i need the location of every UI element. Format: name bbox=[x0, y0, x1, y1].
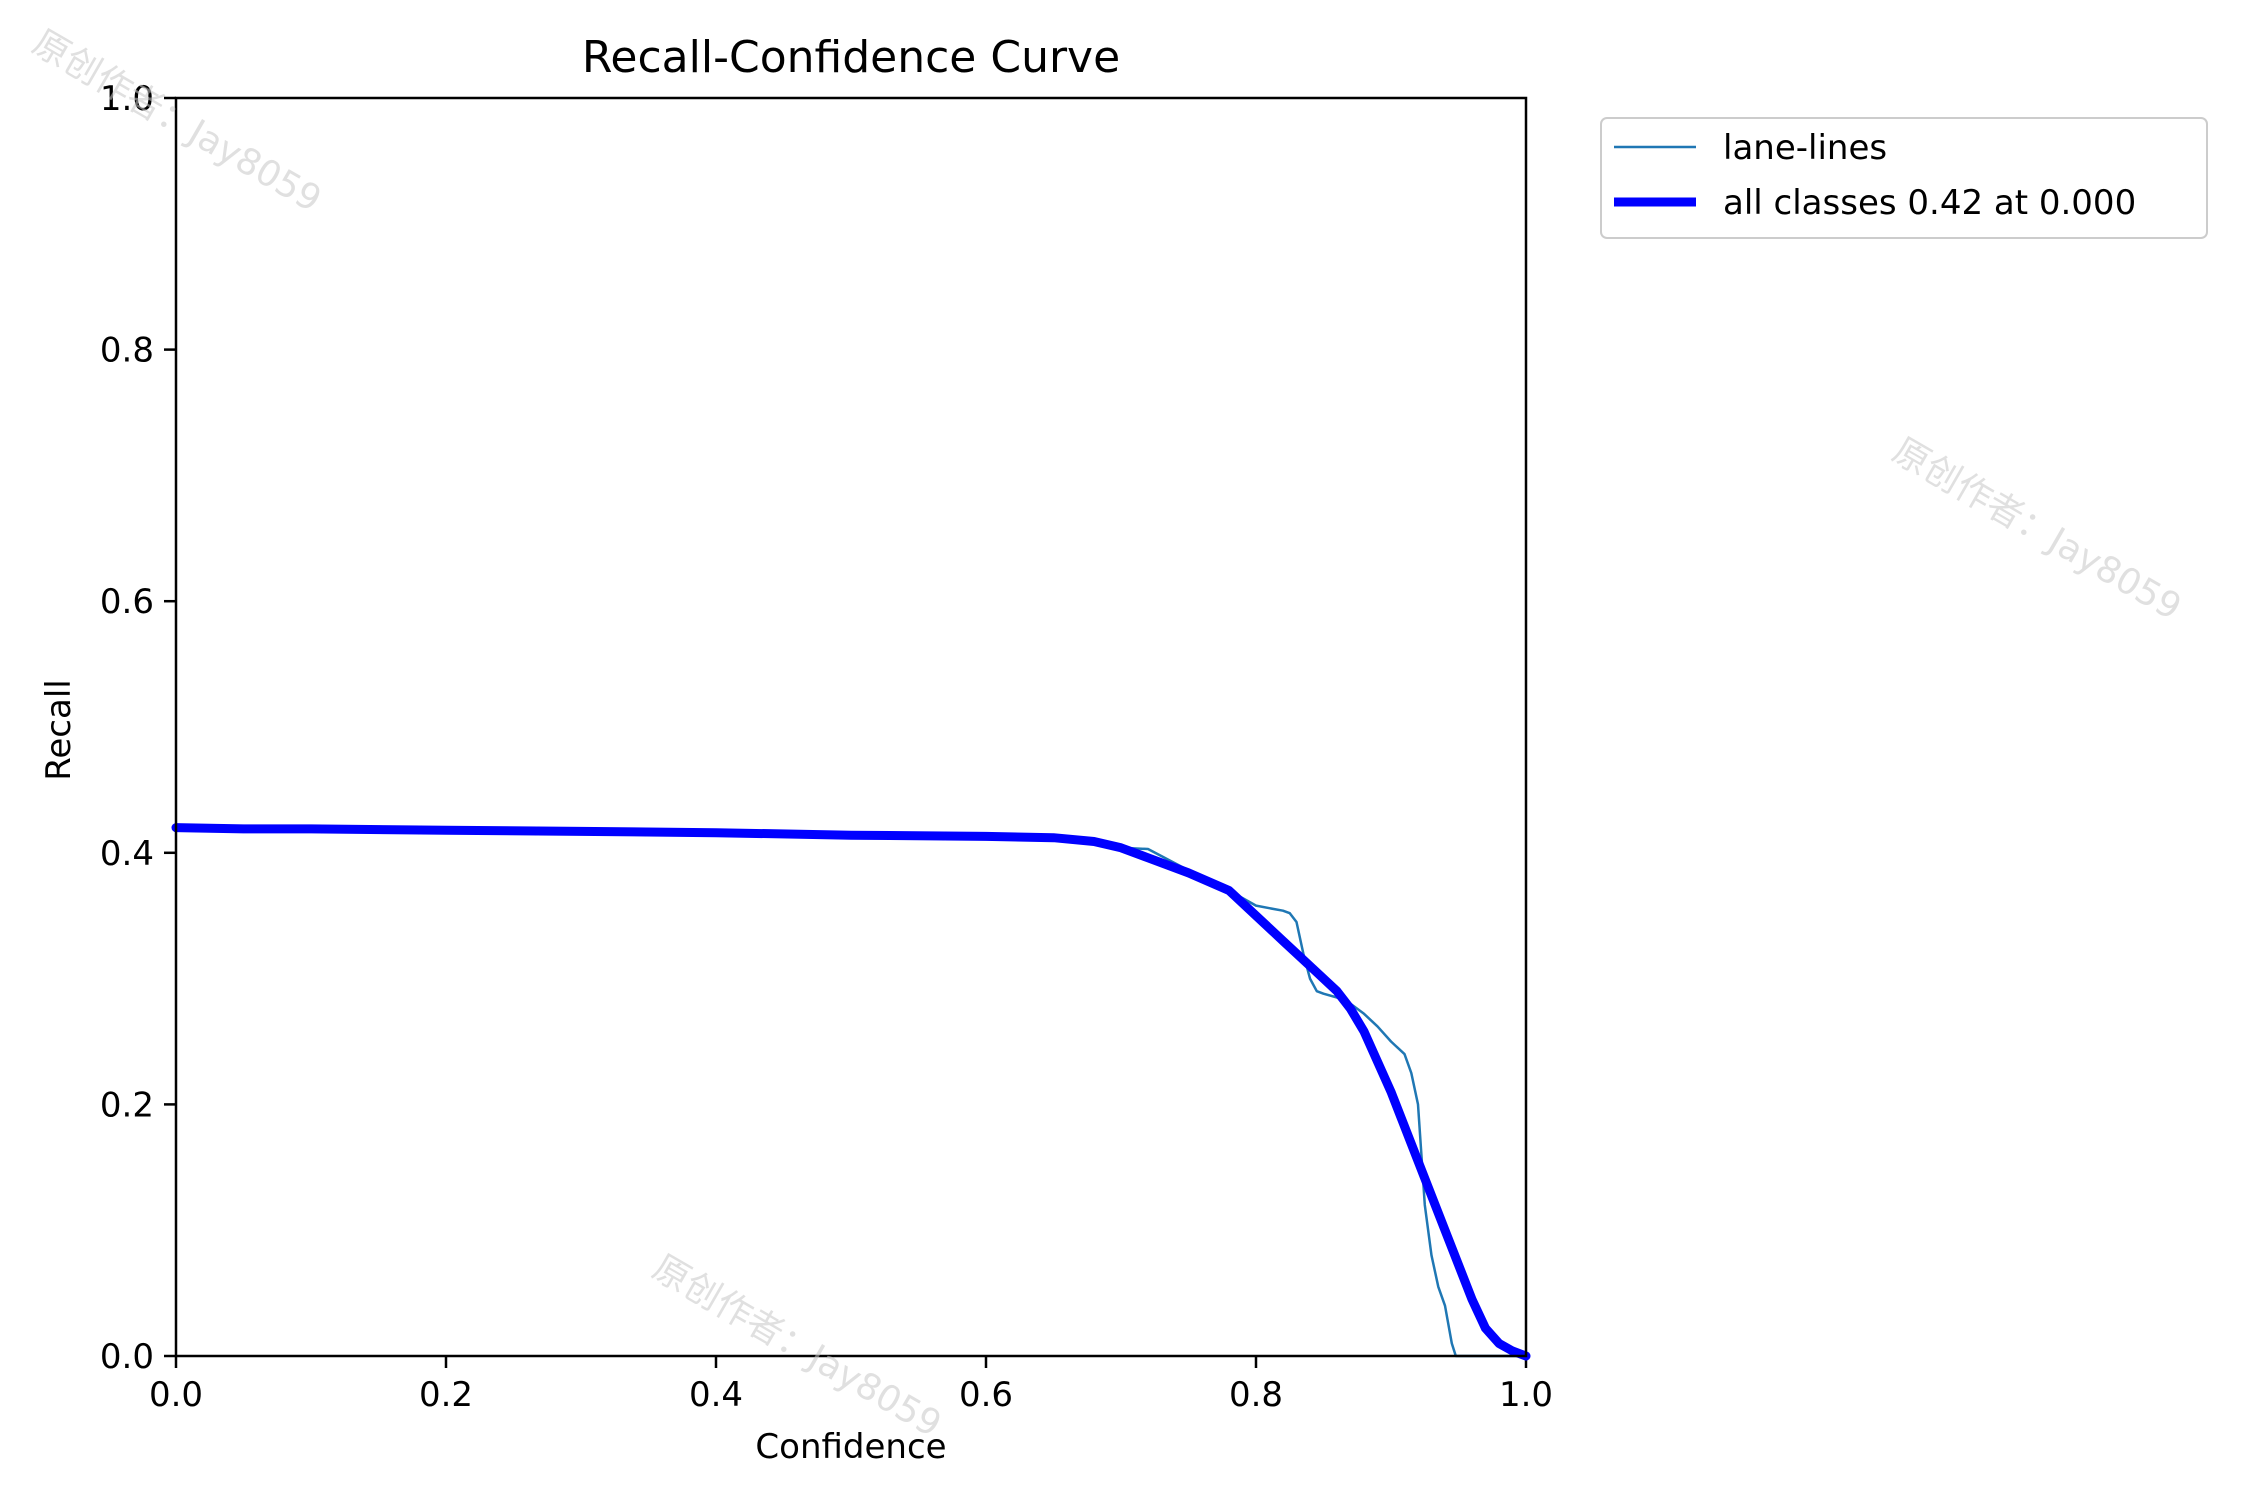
x-axis: 0.0 0.2 0.4 0.6 0.8 1.0 bbox=[149, 1356, 1553, 1415]
y-tick-label: 0.6 bbox=[100, 582, 154, 622]
x-tick-label: 0.2 bbox=[419, 1375, 473, 1415]
y-tick-label: 0.8 bbox=[100, 331, 154, 371]
x-tick-label: 0.6 bbox=[959, 1375, 1013, 1415]
y-tick-label: 1.0 bbox=[100, 79, 154, 119]
y-tick-label: 0.0 bbox=[100, 1337, 154, 1377]
legend-label-lane-lines: lane-lines bbox=[1723, 128, 1887, 168]
x-tick-label: 0.0 bbox=[149, 1375, 203, 1415]
series-layer bbox=[171, 823, 1531, 1361]
series-line-all-classes bbox=[171, 823, 1531, 1361]
y-tick-label: 0.4 bbox=[100, 834, 154, 874]
y-axis: 0.0 0.2 0.4 0.6 0.8 1.0 bbox=[100, 79, 176, 1377]
y-axis-label: Recall bbox=[39, 679, 79, 780]
legend-box bbox=[1600, 117, 2208, 239]
y-tick-label: 0.2 bbox=[100, 1085, 154, 1125]
legend: lane-lines all classes 0.42 at 0.000 bbox=[1600, 117, 2208, 239]
x-tick-label: 0.4 bbox=[689, 1375, 743, 1415]
x-tick-label: 0.8 bbox=[1229, 1375, 1283, 1415]
x-axis-label: Confidence bbox=[755, 1427, 946, 1467]
legend-label-all-classes: all classes 0.42 at 0.000 bbox=[1723, 183, 2136, 223]
plot-frame bbox=[174, 96, 1528, 1358]
x-tick-label: 1.0 bbox=[1499, 1375, 1553, 1415]
chart-title: Recall-Confidence Curve bbox=[582, 32, 1120, 83]
